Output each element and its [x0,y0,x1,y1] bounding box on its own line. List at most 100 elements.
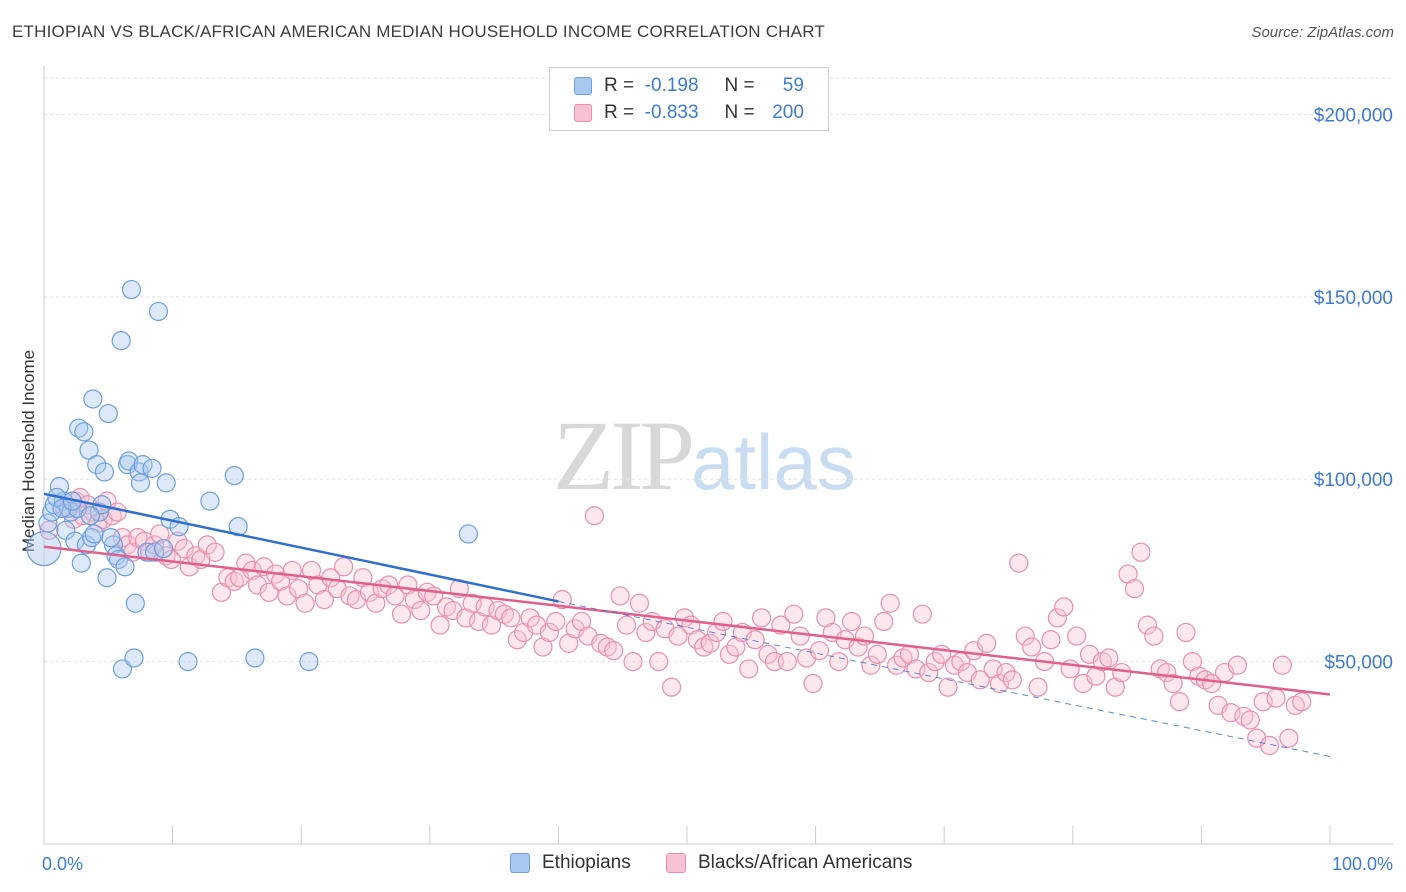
black-african-american-point [989,673,1010,694]
black-african-american-point [874,611,894,632]
black-african-american-point [848,637,868,657]
black-african-american-point [1279,728,1299,748]
black-african-american-point [1041,630,1061,650]
black-african-american-point [1266,688,1286,708]
ethiopian-point [178,652,198,672]
ethiopian-point [245,648,265,668]
black-african-american-point [790,626,810,646]
black-african-american-point [887,655,907,675]
black-african-american-point [1272,655,1293,675]
black-african-american-point [1067,626,1087,646]
black-african-american-point [277,586,297,606]
bottom-legend-swatch-blacks [666,853,686,873]
black-african-american-point [687,630,707,650]
black-african-american-point [340,586,360,606]
black-african-american-point [1028,677,1048,697]
legend-row-ethiopians: R = -0.198 N = 59 [574,73,804,99]
black-african-american-point [668,626,688,646]
y-tick-label: $100,000 [1314,470,1393,491]
black-african-american-point [1169,692,1190,712]
ethiopian-point [69,418,89,438]
bottom-legend-blacks[interactable]: Blacks/African Americans [666,852,912,874]
ethiopian-point [153,538,174,559]
black-african-american-point [1285,695,1305,715]
x-tick-label: 100.0% [1332,854,1393,874]
watermark: ZIPatlas [553,398,856,513]
black-african-american-point [236,553,256,573]
legend-r-label: R = [604,102,635,123]
black-african-american-point [880,593,900,613]
ethiopian-point [156,473,176,493]
black-african-american-point [739,659,759,679]
black-african-american-point [1112,662,1132,683]
legend-n-label: N = [724,75,755,96]
chart-title: ETHIOPIAN VS BLACK/AFRICAN AMERICAN MEDI… [12,22,825,41]
legend-r-value: -0.198 [644,75,699,96]
ethiopian-point [125,593,145,613]
black-african-american-point [784,604,804,624]
black-african-american-point [546,611,566,632]
black-african-american-point [867,644,887,664]
black-african-american-point [616,615,637,635]
black-african-american-point [1092,652,1112,672]
black-african-american-point [520,608,540,628]
black-african-american-point [174,538,194,559]
black-african-american-point [713,611,733,632]
black-african-american-point [751,608,772,628]
black-african-american-point [584,506,605,526]
black-african-american-point [912,604,932,624]
black-african-american-point [610,586,630,606]
ethiopian-point [83,389,103,409]
black-african-american-point [1144,626,1164,646]
y-tick-label: $50,000 [1324,653,1393,674]
black-african-american-point [623,652,643,672]
trend-line-ethiopians [43,492,559,603]
ethiopian-point [52,498,72,519]
black-african-american-point [1099,648,1119,668]
ethiopian-point [142,458,162,478]
black-african-american-point [906,659,926,679]
ethiopian-point [111,331,131,351]
black-african-american-point [501,608,521,628]
black-african-american-point [745,630,765,650]
black-african-american-point [996,662,1016,683]
watermark-atlas: atlas [691,418,856,506]
ethiopian-point [81,527,102,548]
black-african-american-point [150,524,170,544]
black-african-american-point [295,593,315,613]
black-african-american-point [694,637,714,657]
black-african-american-point [597,637,617,657]
ethiopian-point [71,553,91,573]
black-african-american-point [803,673,823,694]
black-african-american-point [247,575,268,595]
black-african-american-point [861,655,881,675]
bottom-legend-label-blacks: Blacks/African Americans [698,852,913,873]
black-african-american-point [391,604,412,624]
black-african-american-point [719,644,740,664]
black-african-american-point [1259,735,1280,756]
correlation-legend: R = -0.198 N = 59 R = -0.833 N = 200 [549,67,829,131]
black-african-american-point [411,600,431,621]
bottom-legend-swatch-ethiopians [510,853,530,873]
black-african-american-point [629,593,650,613]
source-label: Source: ZipAtlas.com [1251,24,1394,41]
bottom-legend-ethiopians[interactable]: Ethiopians [510,852,631,874]
black-african-american-point [1054,597,1074,617]
black-african-american-point [224,571,244,591]
black-african-american-point [436,597,457,617]
watermark-zip: ZIP [553,400,695,511]
ethiopian-point [224,465,244,486]
black-african-american-point [758,644,778,664]
ethiopian-point [94,462,115,482]
ethiopian-point [458,524,478,544]
black-african-american-point [777,652,797,672]
legend-r-label: R = [604,75,635,96]
black-african-american-point [1234,706,1254,726]
legend-swatch-ethiopians [574,77,592,95]
black-african-american-point [661,677,682,697]
black-african-american-point [919,662,939,683]
black-african-american-point [1221,703,1241,723]
legend-n-value: 59 [782,75,804,96]
ethiopian-point [124,648,144,668]
